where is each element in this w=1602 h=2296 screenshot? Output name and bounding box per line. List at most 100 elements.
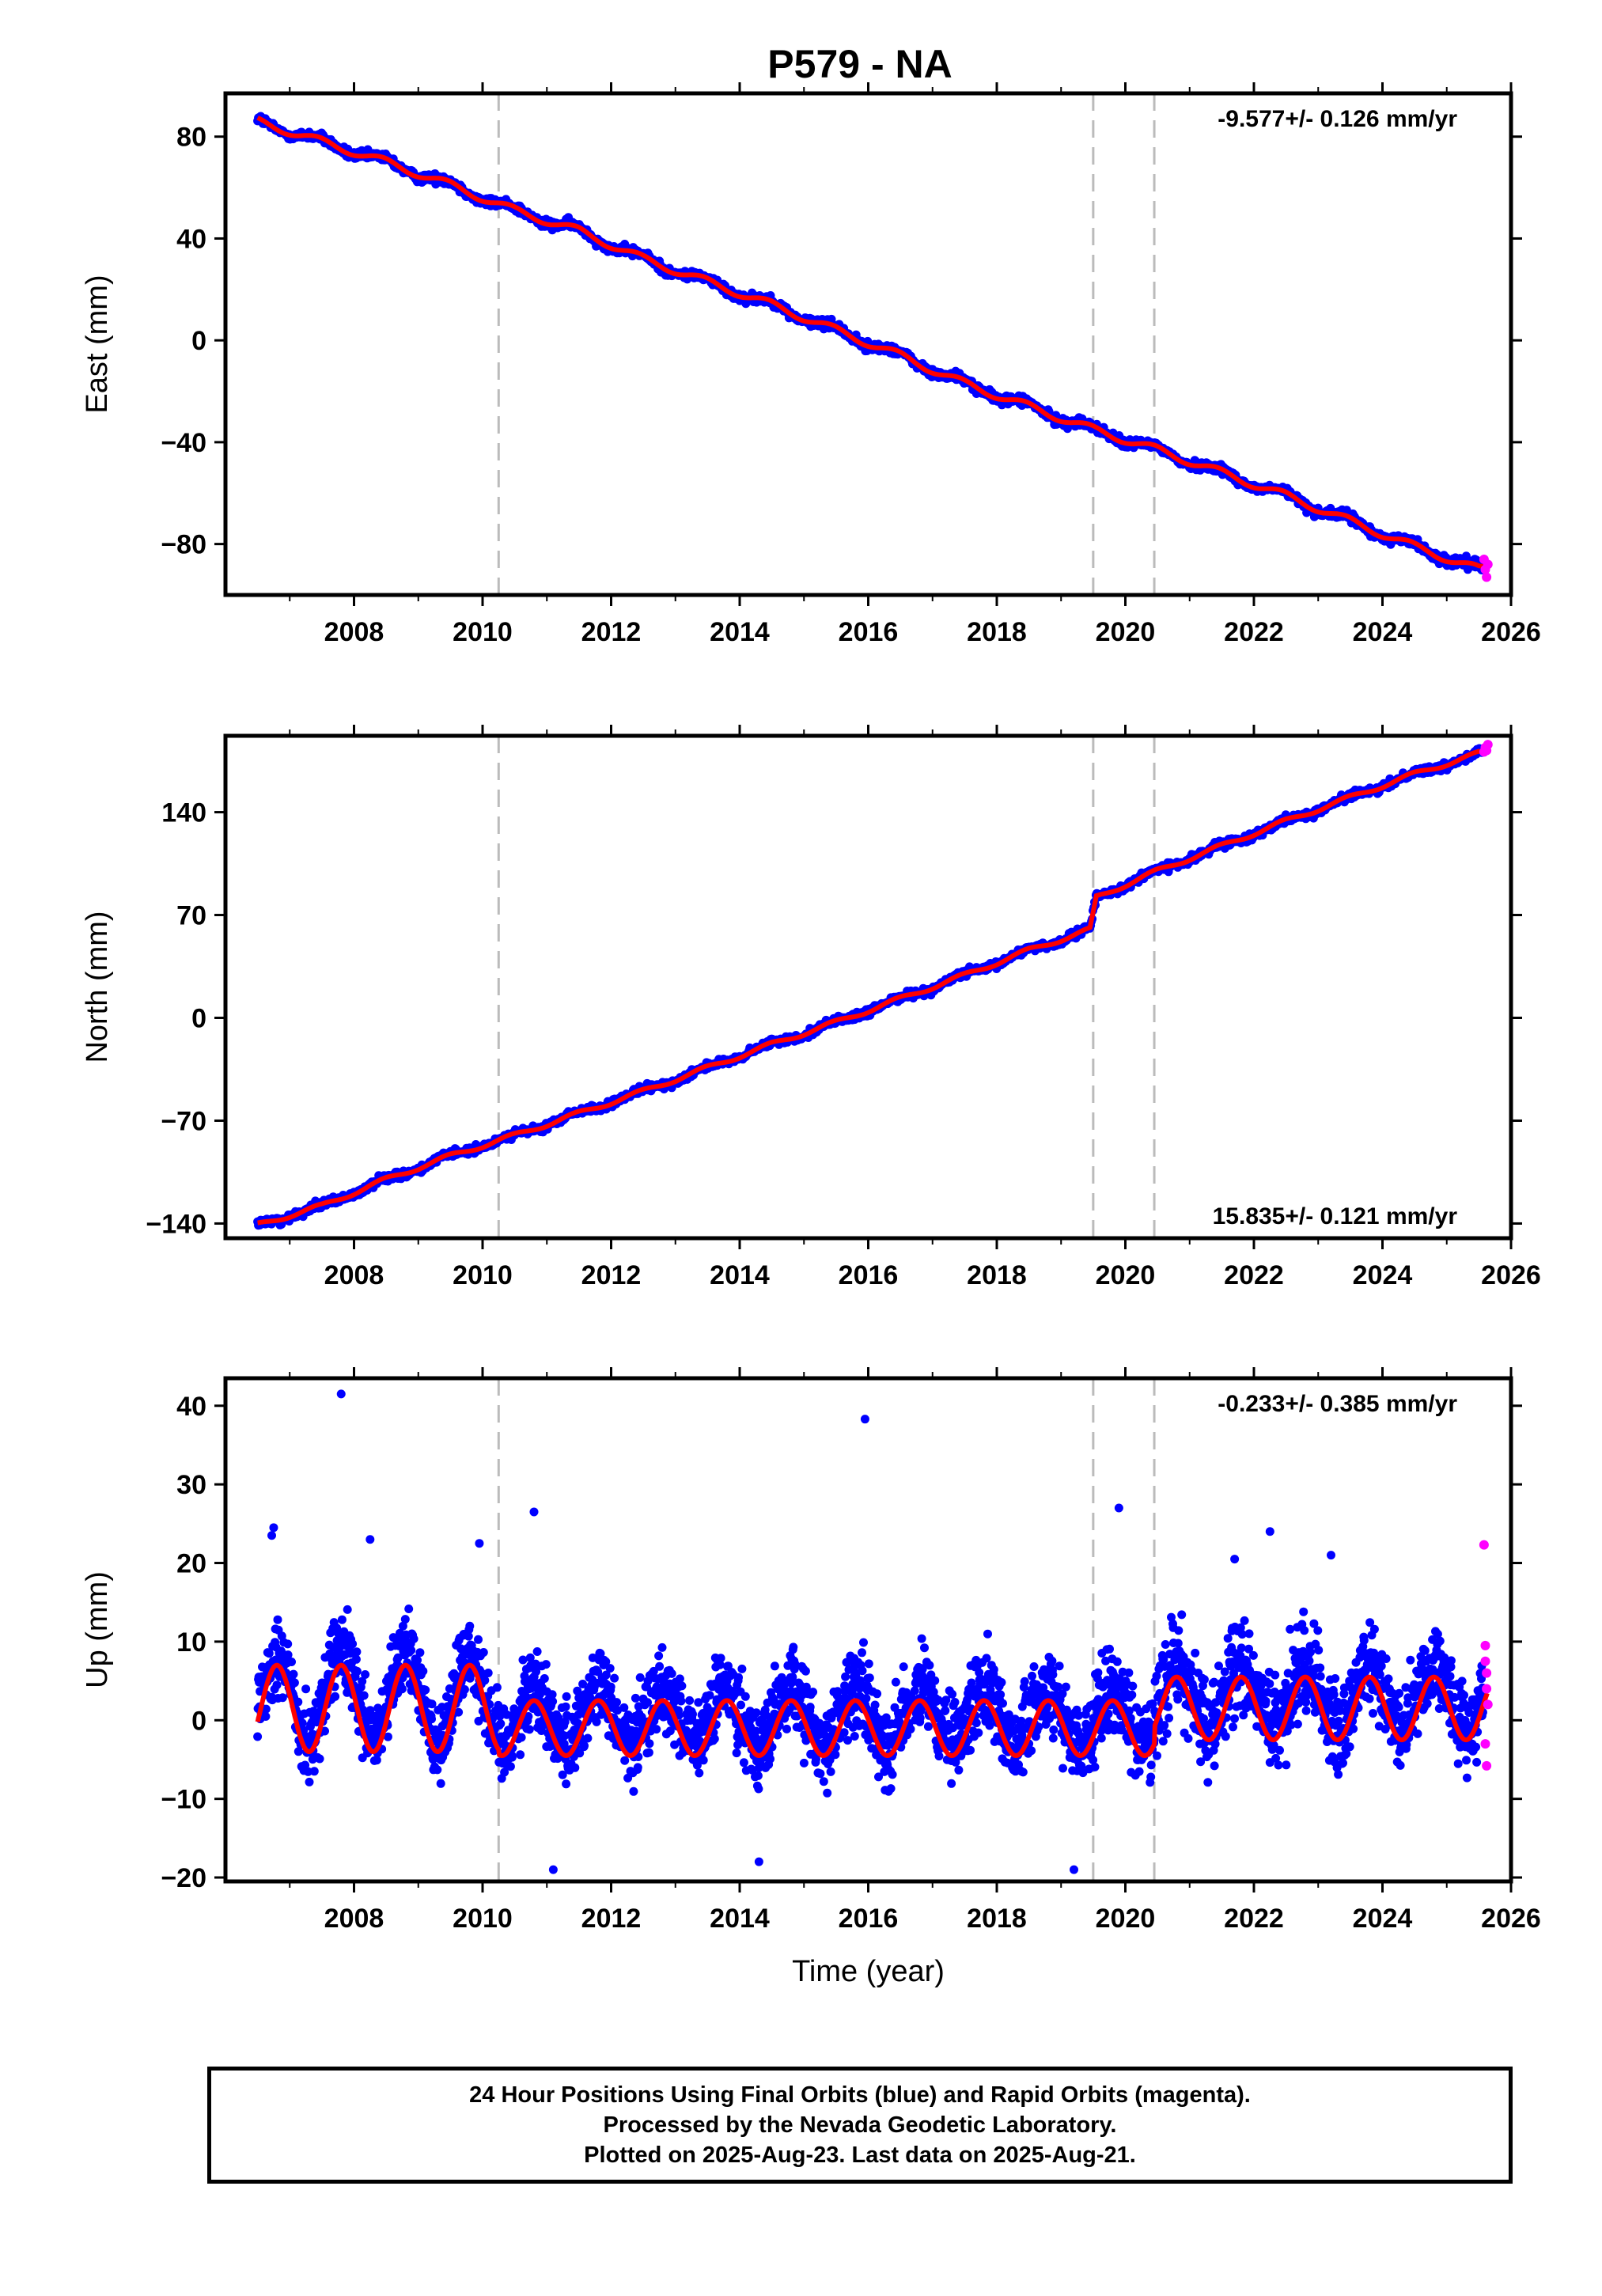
up-point [352, 1647, 362, 1657]
up-point [655, 1661, 665, 1671]
up-point [699, 1756, 708, 1765]
up-point [289, 1669, 298, 1679]
north-rapid-orbit-points [1479, 740, 1493, 757]
up-point [337, 1615, 347, 1624]
up-point [570, 1763, 580, 1772]
up-point [427, 1699, 437, 1709]
up-point [819, 1777, 828, 1786]
up-point [397, 1684, 407, 1694]
up-point [315, 1754, 324, 1764]
up-point [606, 1682, 615, 1692]
up-point [753, 1771, 763, 1780]
up-point [592, 1717, 601, 1726]
up-point [351, 1654, 361, 1664]
up-point [343, 1605, 352, 1614]
chart-title: P579 - NA [767, 42, 952, 86]
x-tick-label: 2010 [453, 1260, 513, 1290]
up-point [676, 1696, 686, 1706]
up-point [562, 1692, 571, 1701]
up-point [888, 1770, 897, 1779]
up-point [541, 1660, 551, 1669]
up-point [864, 1659, 873, 1669]
up-point [294, 1697, 303, 1707]
x-tick-label: 2024 [1353, 617, 1413, 647]
up-point [433, 1765, 442, 1775]
up-point [886, 1784, 896, 1794]
up-point [850, 1732, 859, 1741]
up-point [562, 1779, 571, 1789]
y-tick-label: −40 [161, 428, 206, 458]
up-point [583, 1733, 593, 1743]
up-point [605, 1664, 615, 1673]
up-point [283, 1639, 293, 1649]
x-tick-label: 2026 [1481, 617, 1541, 647]
up-point [667, 1669, 676, 1678]
up-point [858, 1666, 867, 1676]
up-point [805, 1703, 815, 1712]
up-final-orbit-points [253, 1389, 1488, 1874]
up-point [873, 1689, 882, 1699]
up-point [644, 1748, 653, 1757]
up-point [492, 1683, 502, 1692]
up-point [870, 1700, 880, 1710]
up-point [415, 1648, 425, 1658]
east-rapid-point [1483, 559, 1493, 570]
up-point [739, 1758, 748, 1767]
x-tick-label: 2020 [1096, 1260, 1156, 1290]
up-point [352, 1666, 362, 1676]
up-point [789, 1642, 798, 1652]
east-rapid-point [1482, 572, 1492, 582]
up-point [631, 1693, 640, 1703]
up-point [540, 1674, 549, 1683]
x-tick-label: 2020 [1096, 617, 1156, 647]
up-point [548, 1697, 558, 1706]
up-point [580, 1741, 589, 1750]
up-point [716, 1654, 725, 1663]
y-tick-label: 70 [176, 901, 206, 931]
up-point [301, 1684, 311, 1694]
up-point [273, 1615, 282, 1624]
y-tick-label: −70 [161, 1106, 206, 1136]
east-plot-area [253, 93, 1493, 595]
up-point [737, 1664, 747, 1673]
up-point [421, 1685, 430, 1695]
up-point [705, 1691, 714, 1700]
up-point [645, 1739, 654, 1749]
up-point [348, 1639, 358, 1649]
up-point [496, 1719, 506, 1729]
up-point [710, 1734, 719, 1744]
y-tick-label: −80 [161, 530, 206, 560]
up-point [407, 1646, 416, 1655]
y-tick-label: 80 [176, 123, 206, 153]
up-point [418, 1666, 428, 1676]
up-plot-area [253, 1378, 1493, 1881]
up-point [278, 1693, 287, 1703]
y-tick-label: −140 [146, 1209, 206, 1239]
up-point [427, 1714, 436, 1724]
up-point [361, 1670, 370, 1679]
x-tick-label: 2010 [453, 617, 513, 647]
up-point [732, 1749, 741, 1758]
up-point [752, 1708, 761, 1718]
y-tick-label: 140 [161, 798, 206, 828]
up-point [734, 1673, 743, 1682]
up-point [859, 1638, 868, 1647]
up-point [766, 1754, 774, 1764]
east-rate-label: -9.577+/- 0.126 mm/yr [1218, 106, 1457, 132]
up-point [737, 1700, 745, 1710]
x-tick-label: 2016 [839, 1260, 899, 1290]
up-point [309, 1767, 319, 1776]
up-point [633, 1763, 642, 1772]
up-point [695, 1768, 704, 1778]
up-point [532, 1647, 542, 1656]
up-point [823, 1788, 832, 1798]
up-point [516, 1750, 525, 1760]
up-point [517, 1733, 526, 1742]
up-point [479, 1648, 488, 1657]
panel-east: 2008 2010 2012 2014 2016 2018 2020 2022 2024 2026… [81, 82, 1541, 647]
up-point [507, 1752, 517, 1762]
east-y-axis-title: East (mm) [81, 275, 114, 413]
up-point [483, 1669, 493, 1677]
up-point [474, 1635, 483, 1644]
